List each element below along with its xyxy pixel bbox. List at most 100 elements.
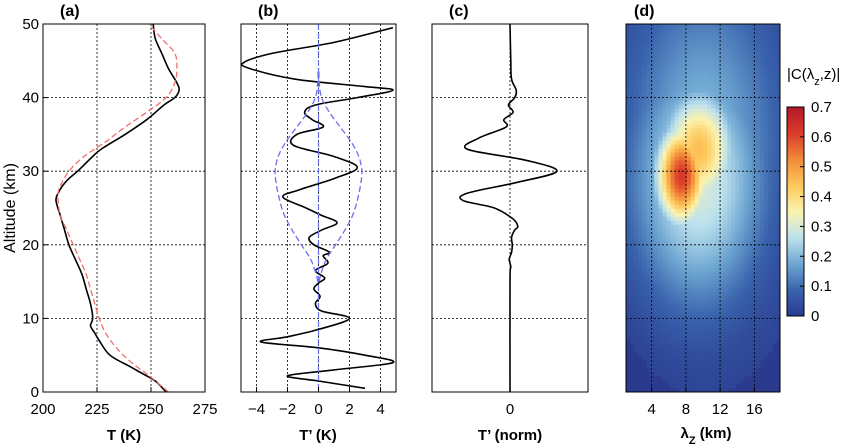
heat-cell (775, 188, 780, 193)
heat-cell (654, 288, 660, 293)
heat-cell (654, 244, 660, 249)
heat-cell (646, 76, 651, 81)
heat-cell (747, 48, 753, 53)
heat-cell (674, 100, 680, 105)
heat-cell (703, 348, 708, 353)
heat-cell (755, 172, 761, 177)
heat-cell (759, 336, 765, 341)
heat-cell (715, 292, 720, 297)
heat-cell (674, 132, 680, 137)
heat-cell (626, 316, 631, 321)
heat-cell (739, 324, 745, 329)
heat-cell (715, 40, 720, 45)
heat-cell (678, 316, 684, 321)
heat-cell (727, 332, 732, 337)
heat-cell (646, 236, 651, 241)
heat-cell (670, 344, 676, 349)
heat-cell (743, 176, 749, 181)
heat-cell (698, 272, 704, 277)
heat-cell (743, 80, 749, 85)
heat-cell (755, 100, 761, 105)
heat-cell (650, 116, 655, 121)
heat-cell (759, 152, 765, 157)
heat-cell (775, 244, 780, 249)
heat-cell (759, 188, 765, 193)
heat-cell (694, 328, 700, 333)
heat-cell (694, 388, 700, 392)
heat-cell (678, 356, 684, 361)
heat-cell (642, 316, 647, 321)
heat-cell (711, 120, 716, 125)
heat-cell (666, 264, 672, 269)
heat-cell (759, 216, 765, 221)
heat-cell (707, 64, 712, 69)
heat-cell (735, 188, 741, 193)
heat-cell (686, 236, 692, 241)
heat-cell (646, 88, 651, 93)
heat-cell (694, 120, 700, 125)
heat-cell (698, 220, 704, 225)
heat-cell (698, 264, 704, 269)
heat-cell (670, 296, 676, 301)
heat-cell (670, 48, 676, 53)
heat-cell (727, 128, 732, 133)
heat-cell (755, 200, 761, 205)
heat-cell (686, 228, 692, 233)
heat-cell (743, 192, 749, 197)
heat-cell (670, 316, 676, 321)
heat-cell (767, 256, 773, 261)
heat-cell (650, 112, 655, 117)
heat-cell (698, 160, 704, 165)
heat-cell (666, 72, 672, 77)
heat-cell (650, 140, 655, 145)
heat-cell (642, 340, 647, 345)
heat-cell (739, 276, 745, 281)
heat-cell (690, 204, 696, 209)
heat-cell (719, 316, 724, 321)
heat-cell (719, 348, 724, 353)
heat-cell (719, 144, 724, 149)
colorbar-tick-label-4: 0.4 (811, 189, 832, 206)
heat-cell (650, 308, 655, 313)
heat-cell (771, 268, 777, 273)
heat-cell (751, 284, 757, 289)
heat-cell (650, 56, 655, 61)
heat-cell (650, 80, 655, 85)
heat-cell (670, 52, 676, 57)
heat-cell (670, 192, 676, 197)
heat-cell (719, 56, 724, 61)
heat-cell (674, 32, 680, 37)
heat-cell (650, 128, 655, 133)
heat-cell (703, 280, 708, 285)
heat-cell (642, 232, 647, 237)
heat-cell (634, 336, 639, 341)
heat-cell (707, 316, 712, 321)
heat-cell (650, 208, 655, 213)
heat-cell (719, 300, 724, 305)
xtick-label-d-0: 4 (647, 401, 655, 418)
heat-cell (634, 68, 639, 73)
heat-cell (682, 108, 688, 113)
heat-cell (670, 92, 676, 97)
heat-cell (751, 132, 757, 137)
heat-cell (690, 372, 696, 377)
heat-cell (674, 184, 680, 189)
heat-cell (646, 220, 651, 225)
heat-cell (690, 220, 696, 225)
heat-cell (751, 336, 757, 341)
heat-cell (759, 180, 765, 185)
heat-cell (723, 32, 728, 37)
heat-cell (642, 352, 647, 357)
heat-cell (747, 324, 753, 329)
heat-cell (674, 212, 680, 217)
heat-cell (658, 144, 664, 149)
heat-cell (670, 152, 676, 157)
heat-cell (634, 192, 639, 197)
heat-cell (739, 48, 745, 53)
heat-cell (747, 108, 753, 113)
heat-cell (698, 84, 704, 89)
heat-cell (771, 52, 777, 57)
heat-cell (698, 152, 704, 157)
heat-cell (642, 60, 647, 65)
heat-cell (630, 296, 635, 301)
